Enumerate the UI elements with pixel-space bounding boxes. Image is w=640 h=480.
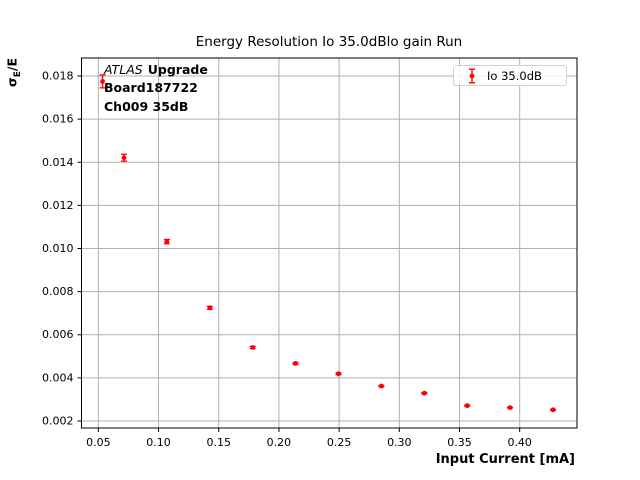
data-point	[378, 383, 384, 389]
plot-annotation: ATLAS Upgrade Board187722 Ch009 35dB	[104, 61, 208, 116]
y-tick-label: 0.004	[42, 371, 74, 384]
data-point	[421, 390, 427, 396]
y-tick-label: 0.012	[42, 199, 74, 212]
y-tick-label: 0.018	[42, 70, 74, 83]
chart-title: Energy Resolution Io 35.0dBlo gain Run	[195, 34, 463, 50]
x-tick-label: 0.05	[86, 436, 111, 449]
y-tick-label: 0.006	[42, 328, 74, 341]
y-axis-label: σE/E	[4, 53, 24, 93]
ylabel-rest: /E	[4, 58, 20, 72]
y-tick-label: 0.008	[42, 285, 74, 298]
y-tick-label: 0.002	[42, 414, 74, 427]
x-tick-label: 0.15	[206, 436, 231, 449]
y-tick-label: 0.014	[42, 156, 74, 169]
annotation-atlas: ATLAS	[104, 62, 143, 77]
data-point	[121, 155, 127, 161]
y-tick-label: 0.016	[42, 113, 74, 126]
legend-label: Io 35.0dB	[487, 68, 542, 83]
y-tick-label: 0.010	[42, 242, 74, 255]
x-tick-label: 0.20	[267, 436, 292, 449]
annotation-line1: ATLAS Upgrade	[104, 61, 208, 79]
x-tick-label: 0.10	[146, 436, 171, 449]
data-point	[550, 407, 556, 413]
ylabel-subscript: E	[13, 71, 23, 78]
legend: Io 35.0dB	[453, 65, 567, 86]
data-point	[464, 403, 470, 409]
annotation-line2: Board187722	[104, 80, 198, 96]
errorbar-marker-icon	[469, 68, 475, 84]
data-point	[207, 305, 213, 311]
x-tick-label: 0.25	[327, 436, 352, 449]
axes-spines	[81, 57, 578, 429]
data-point	[100, 78, 105, 84]
data-point	[507, 405, 513, 411]
annotation-line3: Ch009 35dB	[104, 98, 189, 114]
data-point	[336, 371, 341, 377]
data-point	[164, 239, 170, 244]
ylabel-sigma: σ	[4, 77, 20, 88]
x-tick-label: 0.40	[507, 436, 532, 449]
annotation-upgrade: Upgrade	[147, 62, 208, 77]
x-tick-label: 0.35	[447, 436, 472, 449]
data-point	[250, 345, 256, 350]
x-tick-label: 0.30	[387, 436, 412, 449]
x-axis-label: Input Current [mA]	[435, 452, 575, 467]
data-point	[293, 361, 298, 366]
